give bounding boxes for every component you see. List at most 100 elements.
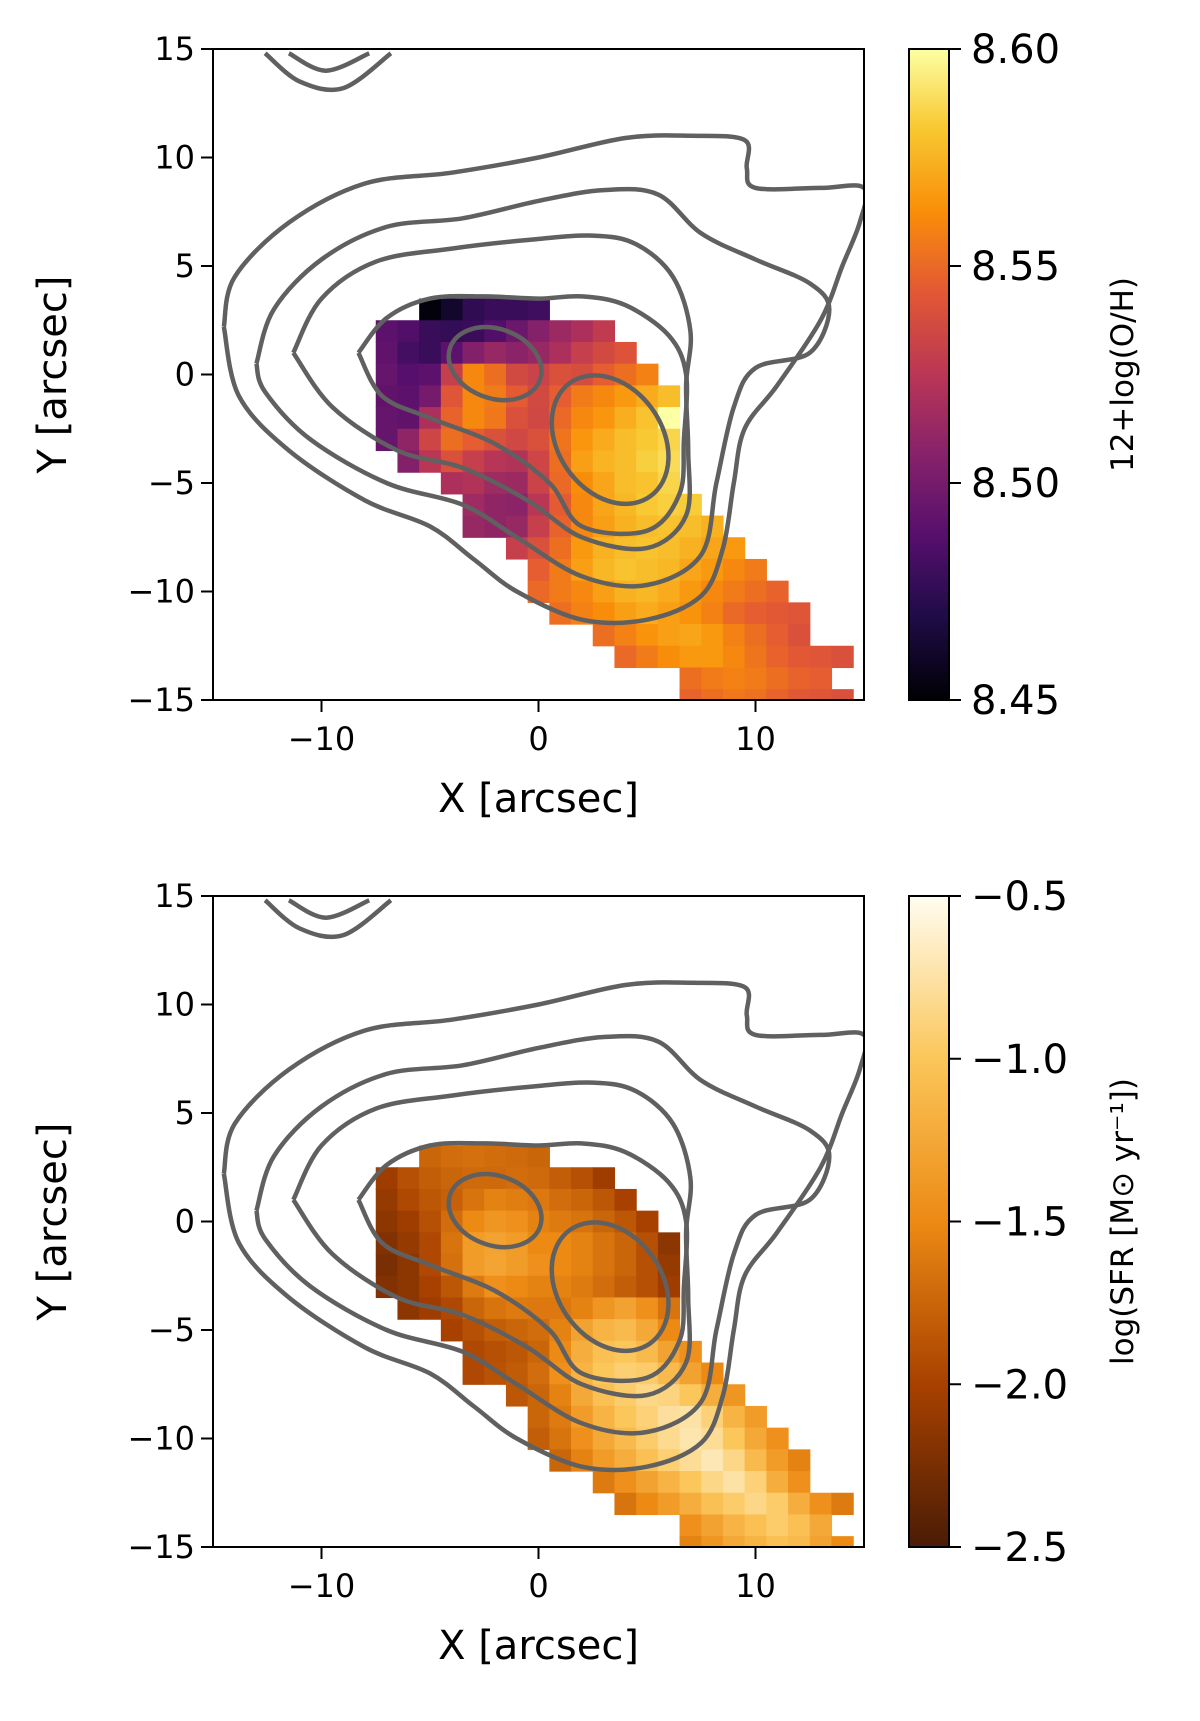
heatmap-cell	[592, 602, 616, 625]
heatmap-cell	[440, 1232, 464, 1255]
heatmap-cell	[809, 1492, 833, 1516]
heatmap-cell	[636, 385, 659, 408]
heatmap-cell	[375, 363, 399, 386]
y-tick-label: −15	[127, 681, 195, 719]
heatmap-cell	[809, 1514, 833, 1537]
heatmap-cell	[614, 385, 637, 408]
colorbar	[908, 895, 950, 1548]
heatmap-cell	[722, 1449, 746, 1472]
heatmap-cell	[419, 363, 442, 386]
contour-line	[221, 980, 864, 1473]
heatmap-cell	[701, 667, 724, 690]
heatmap-cell	[679, 645, 702, 669]
contour-line	[254, 186, 832, 589]
heatmap-cell	[571, 1427, 594, 1450]
panel-sfr: −10 0 10 15 10 5 0 −5 −10 −15 X [arcsec] Y [arcsec]…	[30, 874, 1141, 1669]
heatmap-cell	[397, 1188, 420, 1212]
heatmap-cell	[549, 341, 572, 365]
heatmap-cell	[484, 363, 507, 386]
heatmap-cell	[484, 1145, 507, 1168]
heatmap-cell	[527, 1145, 550, 1168]
heatmap-cell	[440, 472, 464, 495]
heatmap-cell	[505, 407, 529, 430]
heatmap-cell	[375, 407, 399, 430]
contour-peak	[446, 324, 544, 403]
heatmap-cell	[419, 1210, 442, 1233]
heatmap-cell	[484, 407, 507, 430]
heatmap-cell	[440, 320, 464, 343]
heatmap-cell	[527, 363, 550, 386]
heatmap-cell	[571, 428, 594, 452]
colorbar-tick-label: 8.55	[971, 244, 1060, 290]
heatmap-cell	[375, 1188, 399, 1212]
heatmap-cell	[788, 1471, 811, 1494]
heatmap-cell	[462, 1188, 485, 1212]
heatmap-cell	[375, 1210, 399, 1233]
heatmap-cell	[462, 515, 485, 538]
heatmap-cell	[397, 320, 420, 343]
x-tick-label: 10	[735, 1567, 776, 1605]
heatmap-cell	[527, 515, 550, 538]
heatmap-cell	[397, 385, 420, 408]
heatmap-cell	[657, 1427, 681, 1450]
heatmap-cell	[657, 624, 681, 647]
heatmap-cell	[701, 1449, 724, 1472]
heatmap-cell	[462, 1362, 485, 1385]
heatmap-cell	[397, 341, 420, 365]
heatmap-cell	[701, 1471, 724, 1494]
heatmap-cell	[397, 363, 420, 386]
heatmap-cell	[440, 298, 464, 321]
heatmap-cell	[527, 580, 550, 603]
heatmap-cell	[397, 1275, 420, 1299]
heatmap-cell	[766, 1427, 789, 1450]
heatmap-cell	[375, 428, 399, 452]
heatmap-cell	[614, 602, 637, 625]
heatmap-cell	[614, 428, 637, 452]
heatmap-cell	[744, 1449, 767, 1472]
heatmap-cell	[788, 733, 810, 755]
heatmap-cell	[744, 1427, 767, 1450]
heatmap-cell	[571, 320, 594, 343]
heatmap-cell	[549, 1384, 572, 1407]
heatmap-cell	[766, 1471, 789, 1494]
heatmap-cell	[831, 689, 854, 700]
heatmap-cell	[657, 1471, 681, 1494]
heatmap-cell	[462, 1254, 485, 1277]
heatmap-cell	[571, 1254, 594, 1277]
heatmap-cell	[810, 1558, 832, 1580]
contour-peak	[446, 1171, 544, 1250]
heatmap-cell	[527, 320, 550, 343]
contours	[221, 898, 864, 1473]
heatmap-cell	[592, 1254, 616, 1277]
heatmap-cell	[722, 558, 746, 582]
x-axis-title: X [arcsec]	[438, 1623, 639, 1669]
contour-line	[287, 51, 371, 73]
heatmap-cell	[462, 450, 485, 473]
heatmap-cell	[744, 1536, 767, 1547]
heatmap-cell	[679, 537, 702, 560]
heatmap-cell	[527, 407, 550, 430]
heatmap-cell	[788, 667, 811, 690]
heatmap-cell	[636, 1232, 659, 1255]
heatmap-cells	[375, 298, 854, 755]
heatmap-cell	[679, 1514, 702, 1537]
heatmap-cell	[527, 1210, 550, 1233]
heatmap-cell	[505, 298, 529, 321]
heatmap-cell	[614, 1254, 637, 1277]
heatmap-cell	[788, 1514, 811, 1537]
heatmap-cell	[722, 624, 746, 647]
y-tick-label: −10	[127, 573, 195, 611]
colorbar-tick-label: 8.50	[971, 461, 1060, 507]
heatmap-cell	[744, 667, 767, 690]
heatmap-cell	[462, 1319, 485, 1342]
heatmap-cell	[744, 558, 767, 582]
heatmap-cell	[679, 624, 702, 647]
heatmap-cell	[657, 385, 681, 408]
heatmap-cell	[722, 1492, 746, 1516]
heatmap-cell	[722, 645, 746, 669]
heatmap-cell	[657, 645, 681, 669]
heatmap-cell	[440, 1167, 464, 1190]
contour-peak	[549, 373, 671, 507]
heatmap-cell	[766, 1492, 789, 1516]
heatmap-cell	[419, 341, 442, 365]
